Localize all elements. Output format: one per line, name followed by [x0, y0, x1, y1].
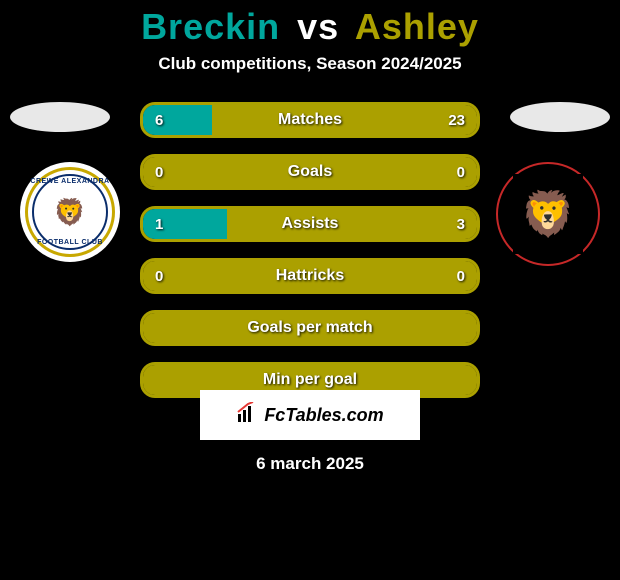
vs-text: vs: [297, 6, 339, 47]
bar-value-right: 0: [457, 157, 465, 187]
stat-bar-assists: Assists1 3: [140, 206, 480, 242]
fctables-text: FcTables.com: [264, 405, 383, 426]
title: Breckin vs Ashley: [0, 0, 620, 48]
club-badge-left: CREWE ALEXANDRA 🦁 FOOTBALL CLUB: [20, 162, 120, 262]
stat-bars: Matches623Goals00Assists13Hattricks00Goa…: [140, 102, 480, 414]
content-area: CREWE ALEXANDRA 🦁 FOOTBALL CLUB 🦁 Matche…: [0, 102, 620, 422]
stat-bar-goals: Goals0 0: [140, 154, 480, 190]
bar-label: Hattricks: [143, 261, 477, 291]
bar-label: Matches: [143, 105, 477, 135]
bar-value-left: 1: [155, 209, 163, 239]
fctables-logo: FcTables.com: [200, 390, 420, 440]
club-badge-left-inner: CREWE ALEXANDRA 🦁 FOOTBALL CLUB: [25, 167, 115, 257]
player2-name: Ashley: [355, 6, 479, 47]
bar-label: Assists: [143, 209, 477, 239]
badge-left-top-text: CREWE ALEXANDRA: [30, 178, 109, 185]
date-text: 6 march 2025: [0, 454, 620, 474]
nation-ellipse-left: [10, 102, 110, 132]
bar-value-left: 6: [155, 105, 163, 135]
bar-value-left: 0: [155, 261, 163, 291]
stat-bar-matches: Matches6 23: [140, 102, 480, 138]
bar-value-right: 3: [457, 209, 465, 239]
bar-label: Goals: [143, 157, 477, 187]
bar-value-left: 0: [155, 157, 163, 187]
club-badge-right: 🦁: [496, 162, 600, 266]
lion-face-icon: 🦁: [521, 188, 576, 240]
bar-label: Goals per match: [143, 313, 477, 343]
bar-value-right: 0: [457, 261, 465, 291]
badge-left-bot-text: FOOTBALL CLUB: [37, 239, 103, 246]
club-badge-right-shield: 🦁: [513, 174, 583, 254]
stat-bar-hattricks: Hattricks0 0: [140, 258, 480, 294]
nation-ellipse-right: [510, 102, 610, 132]
chart-icon: [236, 402, 258, 429]
comparison-card: Breckin vs Ashley Club competitions, Sea…: [0, 0, 620, 580]
subtitle: Club competitions, Season 2024/2025: [0, 54, 620, 74]
bar-value-right: 23: [448, 105, 465, 135]
player1-name: Breckin: [141, 6, 280, 47]
stat-bar-goals-per-match: Goals per match: [140, 310, 480, 346]
